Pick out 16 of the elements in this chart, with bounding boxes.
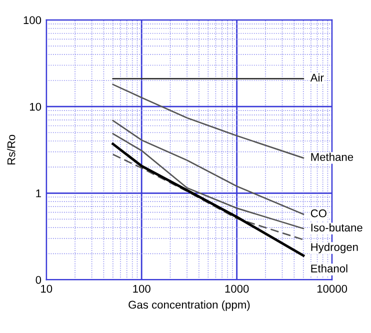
y-tick-label: 100	[24, 16, 42, 24]
x-axis-title: Gas concentration (ppm)	[128, 300, 250, 311]
series-label: Hydrogen	[311, 242, 358, 254]
series-label: CO	[310, 209, 326, 218]
x-tick-label: 10000	[317, 284, 348, 293]
y-tick-label: 10	[30, 102, 42, 111]
series-label: Air	[310, 73, 324, 82]
series-label: Iso-butane	[311, 223, 362, 232]
y-tick-label: 1	[36, 190, 41, 198]
y-tick-label: 0	[36, 276, 42, 284]
series-label: Ethanol	[311, 264, 348, 272]
y-axis-title: Rs/Ro	[7, 134, 16, 164]
x-tick-label: 100	[133, 284, 150, 293]
x-tick-label: 10	[41, 284, 52, 293]
x-tick-label: 1000	[225, 284, 249, 293]
series-label: Methane	[311, 152, 354, 161]
